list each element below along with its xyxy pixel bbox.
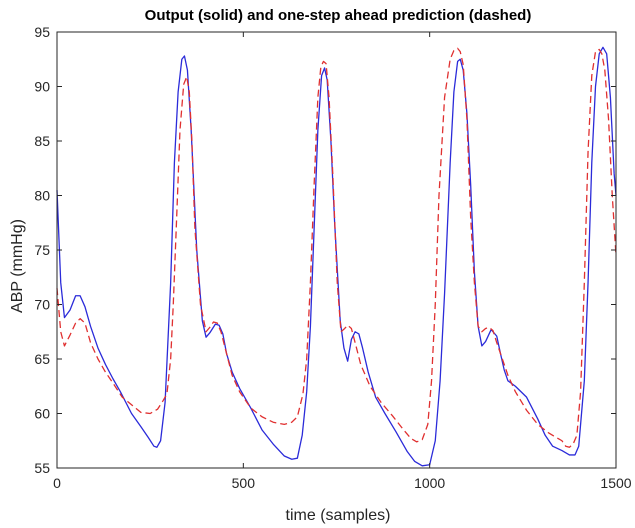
x-tick-label: 1500 [600, 475, 631, 491]
y-tick-label: 85 [34, 133, 50, 149]
x-tick-label: 1000 [414, 475, 445, 491]
y-tick-label: 80 [34, 188, 50, 204]
y-tick-label: 70 [34, 297, 50, 313]
tick-layer: 0 500 1000 1500 55 60 65 70 75 80 85 90 95 [34, 24, 631, 491]
x-tick-label: 500 [232, 475, 256, 491]
series-layer [56, 46, 617, 467]
y-tick-label: 60 [34, 406, 50, 422]
x-axis-label: time (samples) [286, 507, 391, 524]
y-tick-label: 95 [34, 24, 50, 40]
y-tick-label: 90 [34, 79, 50, 95]
x-tick-label: 0 [53, 475, 61, 491]
y-tick-label: 55 [34, 460, 50, 476]
y-axis-label: ABP (mmHg) [9, 219, 26, 313]
prediction-line-dashed [56, 47, 617, 448]
chart-title: Output (solid) and one-step ahead predic… [145, 7, 532, 24]
y-tick-label: 65 [34, 351, 50, 367]
y-tick-label: 75 [34, 242, 50, 258]
